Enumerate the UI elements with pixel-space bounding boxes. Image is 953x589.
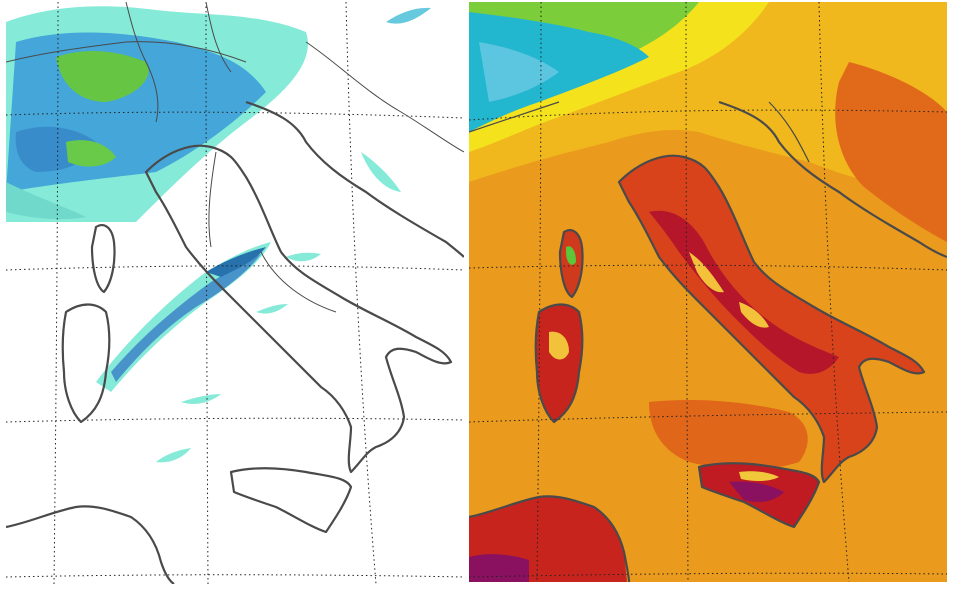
precipitation-field [6, 2, 464, 463]
corsica-cool [566, 246, 576, 265]
temperature-map-panel [469, 2, 947, 582]
sicily-peak [729, 481, 784, 502]
temperature-map [469, 2, 947, 582]
precipitation-map [6, 2, 464, 584]
south-sea-warm [649, 400, 808, 470]
alps-light-cyan [479, 42, 559, 102]
sicily-warm [739, 471, 779, 482]
coastline-temp [469, 100, 947, 582]
peninsula-hot [649, 210, 839, 374]
graticule-temp [469, 2, 947, 582]
coastline [6, 2, 464, 584]
apennine-warm [689, 252, 724, 293]
graticule [6, 2, 464, 584]
africa-hot [469, 554, 529, 582]
sardinia-land [535, 304, 583, 422]
precipitation-map-panel [6, 2, 464, 584]
apennine-warm-2 [739, 302, 769, 328]
balkan-zone [835, 62, 947, 242]
sardinia-warm [549, 331, 569, 360]
